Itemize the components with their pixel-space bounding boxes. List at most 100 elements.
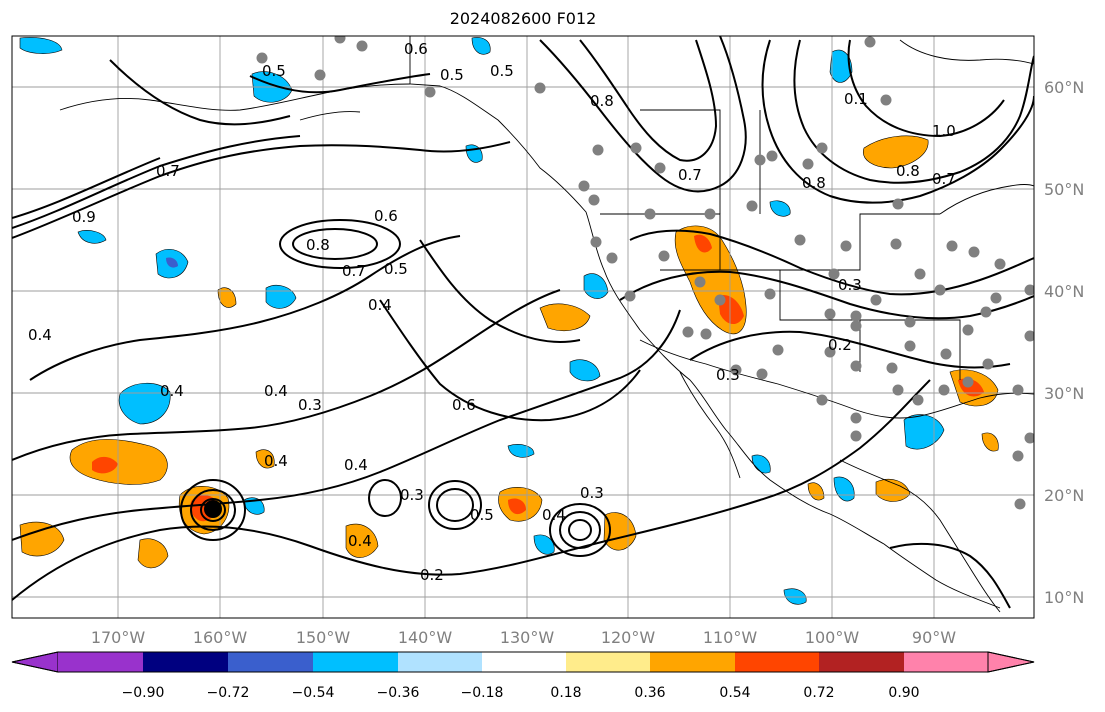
colorbar-tick-label: −0.72 (207, 685, 250, 701)
colorbar-tick-label: −0.18 (461, 685, 504, 701)
lon-tick-label: 170°W (91, 628, 146, 647)
shade-patch (92, 456, 118, 474)
colorbar-segment (566, 652, 650, 672)
lon-tick-label: 100°W (805, 628, 860, 647)
colorbar-tick-label: −0.36 (377, 685, 420, 701)
shade-patch (569, 359, 601, 382)
shade-patch (69, 439, 168, 485)
contour-label: 0.8 (802, 174, 826, 192)
colorbar-outline (11, 651, 1035, 673)
storm-center-marker (204, 500, 222, 518)
colorbar-tick-label: −0.90 (122, 685, 165, 701)
contour-label: 0.3 (716, 366, 740, 384)
contour-label: 0.6 (374, 207, 398, 225)
lon-tick-label: 160°W (193, 628, 248, 647)
colorbar-segment (904, 652, 988, 672)
contour-label: 0.7 (342, 262, 366, 280)
colorbar: −0.90 −0.72 −0.54 −0.36 −0.18 0.18 0.36 … (11, 651, 1035, 701)
shade-patch (875, 479, 911, 502)
lat-tick-label: 10°N (1044, 588, 1084, 607)
contour-label: 0.5 (470, 506, 494, 524)
colorbar-tick-label: 0.18 (550, 685, 581, 701)
contour-label: 0.1 (844, 90, 868, 108)
lat-tick-label: 20°N (1044, 486, 1084, 505)
shade-patch (19, 521, 65, 557)
contour-label-layer: 0.5 0.6 0.5 0.5 0.7 0.8 0.6 0.7 0.5 0.8 … (28, 40, 956, 584)
contour-label: 0.4 (344, 456, 368, 474)
colorbar-segment (398, 652, 482, 672)
colorbar-segment (58, 652, 143, 672)
shade-patch (19, 37, 63, 54)
lon-tick-label: 140°W (398, 628, 453, 647)
shade-patch (769, 200, 791, 217)
shade-patch (345, 523, 379, 558)
shade-patch (471, 37, 491, 55)
shade-patch (137, 538, 169, 569)
contour-label: 0.4 (28, 326, 52, 344)
graticule (12, 36, 1034, 618)
contour-label: 0.3 (400, 486, 424, 504)
shade-patch (807, 482, 825, 501)
map-background (12, 36, 1034, 618)
shade-patch (829, 49, 853, 83)
contour-label: 0.6 (452, 396, 476, 414)
contour-label: 0.4 (264, 452, 288, 470)
map-frame (11, 35, 1035, 619)
colorbar-segment (228, 652, 313, 672)
colorbar-tick-label: 0.90 (888, 685, 919, 701)
contour-label: 0.9 (72, 208, 96, 226)
contour-label: 0.4 (542, 506, 566, 524)
shade-patch (507, 444, 535, 458)
contour-label: 0.6 (404, 40, 428, 58)
lat-tick-label: 30°N (1044, 384, 1084, 403)
station-markers (256, 36, 1034, 510)
contour-label: 0.4 (348, 532, 372, 550)
colorbar-segment (313, 652, 398, 672)
contour-label: 0.5 (384, 260, 408, 278)
contour-layer (12, 36, 1034, 609)
shade-patch (533, 534, 555, 555)
contour-label: 0.5 (262, 62, 286, 80)
lon-tick-label: 90°W (912, 628, 956, 647)
contour-label: 0.3 (580, 484, 604, 502)
contour-label: 0.2 (828, 336, 852, 354)
lon-tick-label: 120°W (601, 628, 656, 647)
contour-label: 0.7 (156, 162, 180, 180)
shade-patch (694, 234, 712, 253)
contour-label: 0.7 (932, 170, 956, 188)
colorbar-tick-label: 0.72 (803, 685, 834, 701)
contour-label: 0.4 (264, 382, 288, 400)
contour-label: 0.3 (298, 396, 322, 414)
shaded-field-layer (19, 37, 999, 605)
contour-label: 0.4 (160, 382, 184, 400)
contour-label: 0.8 (306, 236, 330, 254)
colorbar-under-arrow (11, 651, 59, 673)
shade-patch (863, 135, 929, 169)
contour-label: 0.5 (490, 62, 514, 80)
colorbar-tick-label: 0.54 (719, 685, 750, 701)
colorbar-tick-label: 0.36 (634, 685, 665, 701)
longitude-tick-labels: 170°W 160°W 150°W 140°W 130°W 120°W 110°… (91, 628, 956, 647)
colorbar-segment (819, 652, 904, 672)
lon-tick-label: 110°W (703, 628, 758, 647)
colorbar-segment (143, 652, 228, 672)
colorbar-segment (482, 652, 566, 672)
lat-tick-label: 50°N (1044, 180, 1084, 199)
contour-label: 0.2 (420, 566, 444, 584)
lon-tick-label: 130°W (500, 628, 555, 647)
lon-tick-label: 150°W (296, 628, 351, 647)
shade-patch (539, 303, 591, 331)
shade-patch (508, 498, 526, 515)
map-title: 2024082600 F012 (449, 9, 597, 28)
contour-label: 0.8 (896, 162, 920, 180)
latitude-tick-labels: 60°N 50°N 40°N 30°N 20°N 10°N (1044, 78, 1084, 607)
contour-label: 0.8 (590, 92, 614, 110)
colorbar-segment (650, 652, 735, 672)
contour-label: 0.5 (440, 66, 464, 84)
shade-patch (981, 432, 999, 452)
colorbar-over-arrow (987, 651, 1035, 673)
contour-label: 0.4 (368, 296, 392, 314)
shade-patch (77, 230, 107, 244)
colorbar-segment (735, 652, 819, 672)
shade-patch (255, 449, 275, 469)
